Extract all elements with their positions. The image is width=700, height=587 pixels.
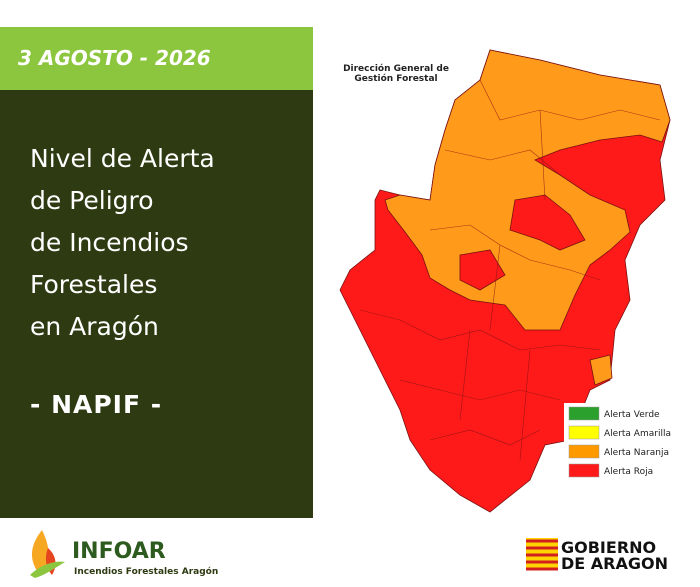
region-orange xyxy=(384,49,671,331)
map-source: Gestión Forestal xyxy=(354,73,437,84)
infoar-tagline: Incendios Forestales Aragón xyxy=(74,566,218,577)
legend-label: Alerta Amarilla xyxy=(604,429,671,439)
legend-swatch xyxy=(568,444,600,459)
region-red xyxy=(459,249,506,291)
map-source: Dirección General de xyxy=(343,63,449,74)
title: Nivel de Alerta de Peligro de Incendios … xyxy=(30,138,215,348)
legend-label: Alerta Verde xyxy=(604,410,660,420)
legend-swatch xyxy=(568,406,600,421)
legend-swatch xyxy=(568,463,600,478)
region-orange xyxy=(589,354,613,386)
title-line: de Peligro xyxy=(30,186,154,215)
title-panel: Nivel de Alerta de Peligro de Incendios … xyxy=(0,90,313,518)
infoar-logo: INFOAR Incendios Forestales Aragón xyxy=(30,530,218,578)
legend-swatch xyxy=(568,425,600,440)
gobierno-logo: GOBIERNO DE ARAGON xyxy=(526,538,668,573)
gobierno-text: DE ARAGON xyxy=(561,554,668,573)
date-banner: 3 AGOSTO - 2026 xyxy=(0,27,313,90)
legend-label: Alerta Naranja xyxy=(604,448,669,458)
gobierno-text: GOBIERNO xyxy=(561,538,656,557)
title-line: de Incendios xyxy=(30,228,189,257)
subtitle: - NAPIF - xyxy=(30,390,163,419)
title-line: Forestales xyxy=(30,270,158,299)
infoar-name: INFOAR xyxy=(72,539,166,564)
title-line: en Aragón xyxy=(30,312,159,341)
title-line: Nivel de Alerta xyxy=(30,144,215,173)
legend-label: Alerta Roja xyxy=(604,467,653,477)
region-red xyxy=(509,194,586,251)
